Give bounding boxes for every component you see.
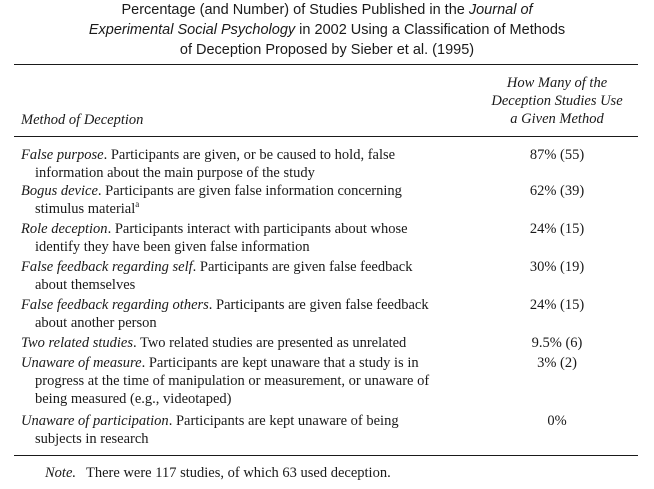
method-text: . Participants are given false feedback [208,297,429,313]
method-description: False feedback regarding others. Partici… [21,296,471,332]
method-text: about another person [35,315,157,331]
journal-name: Experimental Social Psychology [88,22,296,38]
method-line: about another person [21,314,471,332]
method-term: False feedback regarding others [21,297,209,313]
method-term: Bogus device [21,183,98,199]
table-caption: Percentage (and Number) of Studies Publi… [0,0,654,60]
method-description: Two related studies. Two related studies… [21,334,471,352]
table-note: Note. There were 117 studies, of which 63… [45,464,391,482]
method-line: Role deception. Participants interact wi… [21,220,471,238]
method-text: information about the main purpose of th… [35,165,315,181]
method-text: being measured (e.g., videotaped) [35,391,232,407]
method-description: Bogus device. Participants are given fal… [21,182,471,218]
caption-line-2: Experimental Social Psychology in 2002 U… [0,20,654,40]
method-description: False purpose. Participants are given, o… [21,146,471,182]
method-description: Unaware of participation. Participants a… [21,412,471,448]
method-line: False purpose. Participants are given, o… [21,146,471,164]
method-description: False feedback regarding self. Participa… [21,258,471,294]
method-line: identify they have been given false info… [21,238,471,256]
note-label: Note. [45,465,77,481]
header-rule [14,136,638,137]
method-line: Unaware of measure. Participants are kep… [21,354,471,372]
method-text: . Participants are kept unaware of being [168,413,399,429]
method-line: information about the main purpose of th… [21,164,471,182]
method-text: . Participants are given false informati… [97,183,402,199]
method-percentage: 3% (2) [537,355,577,371]
header-count-line: How Many of the [506,75,608,91]
method-percentage: 9.5% (6) [531,335,583,351]
method-text: . Participants are given false feedback [192,259,413,275]
method-percentage: 24% (15) [529,297,585,313]
bottom-rule [14,455,638,456]
method-text: stimulus material [35,201,136,217]
method-text: . Participants are given, or be caused t… [103,147,396,163]
method-term: Two related studies [21,335,133,351]
method-line: being measured (e.g., videotaped) [21,390,471,408]
method-line: subjects in research [21,430,471,448]
method-description: Unaware of measure. Participants are kep… [21,354,471,408]
method-text: . Participants are kept unaware that a s… [141,355,419,371]
note-text: There were 117 studies, of which 63 used… [86,465,391,481]
method-percentage: 24% (15) [529,221,585,237]
method-line: progress at the time of manipulation or … [21,372,471,390]
method-percentage: 62% (39) [529,183,585,199]
caption-text: Percentage (and Number) of Studies Publi… [121,2,469,18]
method-term: Unaware of participation [21,413,169,429]
method-text: progress at the time of manipulation or … [35,373,430,389]
method-term: False feedback regarding self [21,259,193,275]
footnote-marker: a [135,199,140,210]
method-text: . Participants interact with participant… [107,221,408,237]
caption-text: in 2002 Using a Classification of Method… [295,22,566,38]
method-percentage: 0% [547,413,567,429]
method-line: Two related studies. Two related studies… [21,334,471,352]
method-description: Role deception. Participants interact wi… [21,220,471,256]
method-term: Role deception [21,221,108,237]
caption-line-3: of Deception Proposed by Sieber et al. (… [179,42,475,58]
header-count: How Many of the Deception Studies Use a … [462,74,652,128]
top-rule [14,64,638,65]
method-text: identify they have been given false info… [35,239,310,255]
method-percentage: 87% (55) [529,147,585,163]
caption-line-1: Percentage (and Number) of Studies Publi… [0,0,654,20]
method-line: Unaware of participation. Participants a… [21,412,471,430]
journal-name: Journal of [468,2,533,18]
method-term: Unaware of measure [21,355,142,371]
header-count-line: Deception Studies Use [491,93,623,109]
method-line: about themselves [21,276,471,294]
method-text: about themselves [35,277,136,293]
method-line: Bogus device. Participants are given fal… [21,182,471,200]
method-term: False purpose [21,147,104,163]
header-count-line: a Given Method [510,111,604,127]
method-percentage: 30% (19) [529,259,585,275]
method-line: False feedback regarding self. Participa… [21,258,471,276]
method-line: False feedback regarding others. Partici… [21,296,471,314]
header-method: Method of Deception [21,112,144,128]
method-text: subjects in research [35,431,149,447]
method-line: stimulus materiala [21,200,471,218]
method-text: . Two related studies are presented as u… [132,335,407,351]
